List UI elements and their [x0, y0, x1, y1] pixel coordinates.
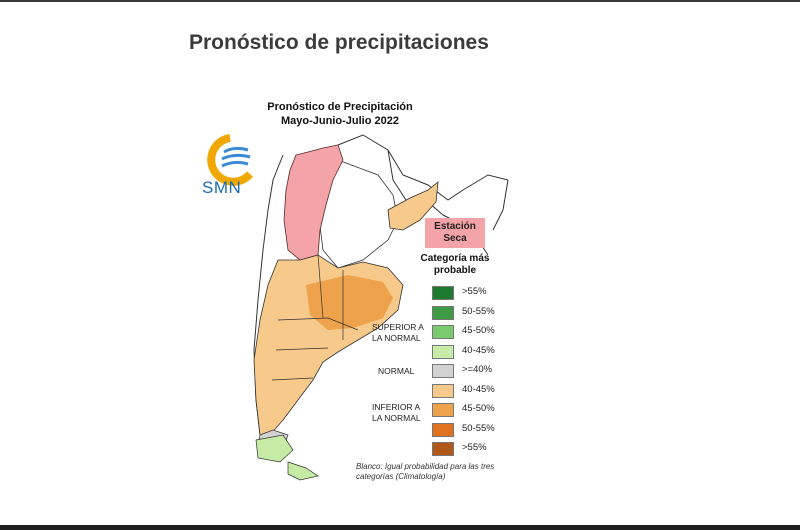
forecast-map-panel: Pronóstico de Precipitación Mayo-Junio-J…	[188, 90, 518, 490]
top-border	[0, 0, 800, 2]
legend-swatch	[432, 442, 454, 456]
legend-swatch	[432, 422, 454, 437]
footnote: Blanco: Igual probabilidad para las tres…	[356, 462, 495, 481]
region-dry-season	[283, 144, 344, 261]
legend-title: Categoría más probable	[414, 253, 496, 277]
legend-swatch	[432, 403, 454, 417]
legend-swatch	[432, 383, 454, 398]
page-title: Pronóstico de precipitaciones	[189, 31, 489, 54]
station-label-line1: Estación	[434, 221, 476, 232]
station-label-line2: Seca	[443, 233, 467, 244]
legend-label: 50-55%	[462, 422, 495, 434]
legend-group-normal: NORMAL	[378, 366, 415, 376]
legend-label: 45-50%	[462, 403, 495, 414]
legend-label: >=40%	[462, 364, 493, 375]
legend-group-superior: SUPERIOR A LA NORMAL	[372, 322, 424, 344]
province-border-2	[275, 347, 329, 351]
legend-label: 40-45%	[462, 383, 495, 395]
border-north-outline	[337, 134, 509, 201]
legend-swatch	[432, 286, 454, 300]
group-superior-line1: SUPERIOR A	[372, 322, 424, 332]
province-border-1	[277, 317, 359, 331]
map-title-line2: Mayo-Junio-Julio 2022	[281, 115, 399, 127]
group-inferior-line1: INFERIOR A	[372, 402, 421, 412]
group-superior-line2: LA NORMAL	[372, 333, 421, 343]
smn-logo-icon	[207, 134, 254, 186]
map-title: Pronóstico de Precipitación Mayo-Junio-J…	[240, 100, 440, 128]
legend-swatch	[432, 344, 454, 359]
bottom-border	[0, 525, 800, 530]
legend-swatch	[432, 325, 454, 339]
province-border-3	[271, 377, 314, 381]
border-brazil-outline	[492, 179, 509, 231]
legend-title-line2: probable	[433, 265, 477, 276]
legend-label: 45-50%	[462, 325, 495, 336]
region-tierra-del-fuego	[287, 461, 319, 481]
region-central-core	[306, 275, 393, 330]
dry-season-box: Estación Seca	[425, 218, 485, 248]
legend-label: 50-55%	[462, 305, 495, 317]
legend-label: 40-45%	[462, 344, 495, 356]
legend-group-inferior: INFERIOR A LA NORMAL	[372, 402, 421, 424]
province-border-5	[317, 254, 324, 319]
region-ne-below	[387, 181, 439, 231]
legend-swatch	[432, 364, 454, 378]
smn-logo-text: SMN	[202, 178, 242, 197]
group-inferior-line2: LA NORMAL	[372, 413, 421, 423]
legend-label: >55%	[462, 286, 487, 297]
region-south-above	[255, 434, 294, 463]
legend-label: >55%	[462, 442, 487, 453]
legend-swatch	[432, 305, 454, 320]
map-title-line1: Pronóstico de Precipitación	[267, 101, 413, 113]
argentina-map	[253, 134, 509, 481]
legend-title-line1: Categoría más	[420, 253, 490, 264]
